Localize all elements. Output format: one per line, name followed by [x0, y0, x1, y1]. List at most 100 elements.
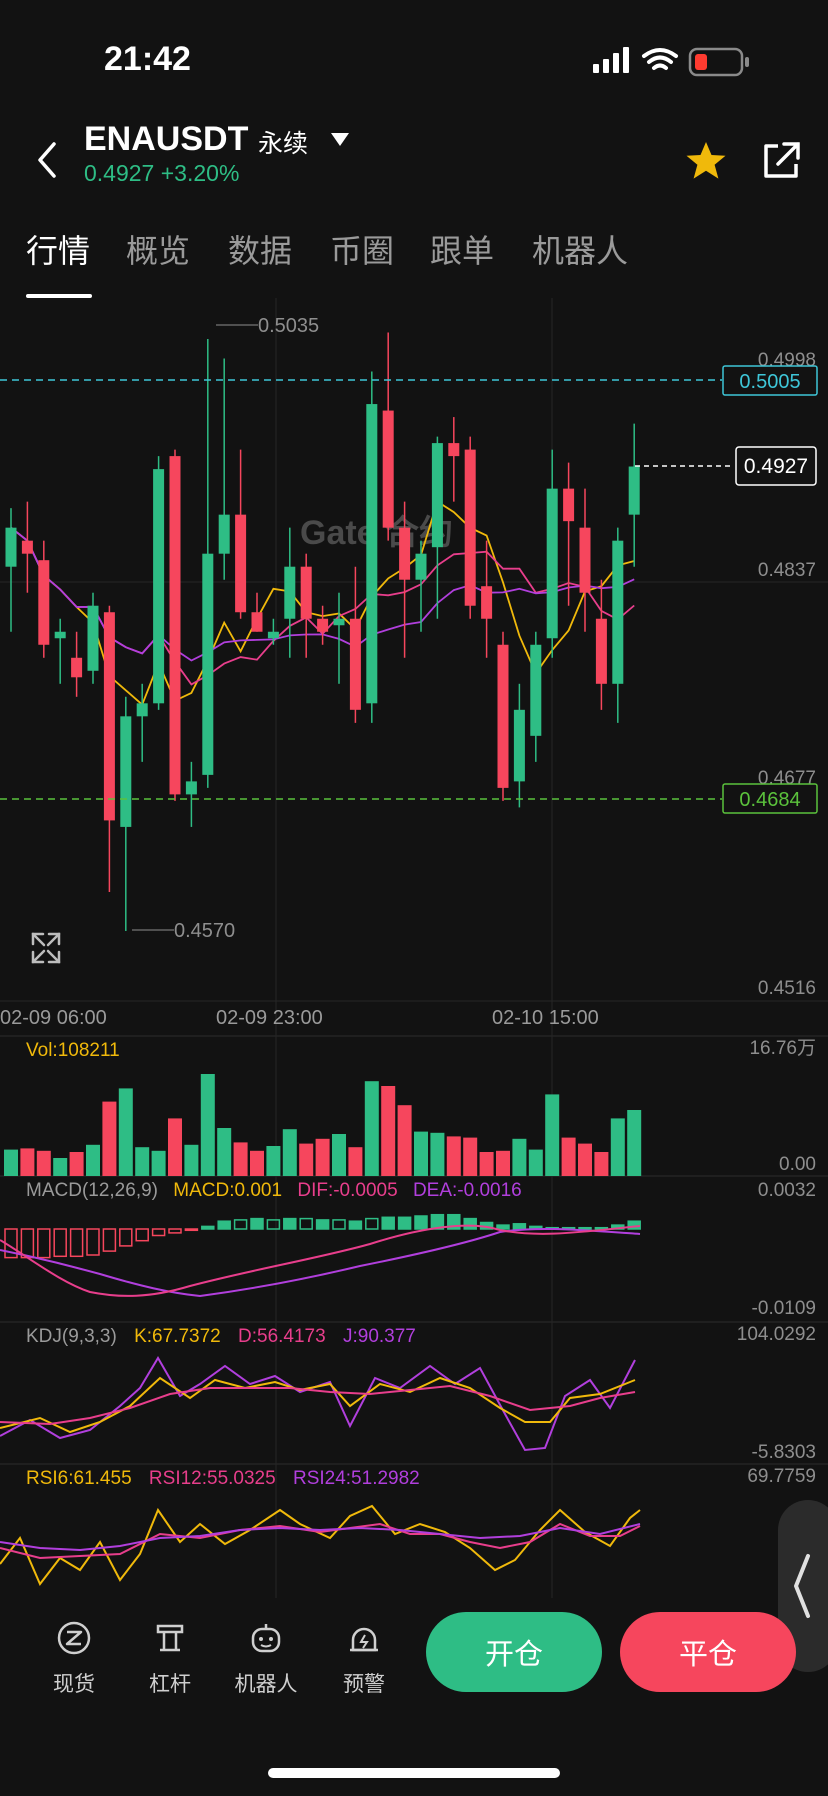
battery-icon: [688, 47, 749, 77]
candle: [579, 527, 591, 593]
price-tag-cyan: [722, 365, 818, 396]
status-icons: [593, 47, 749, 77]
candle: [38, 560, 50, 645]
macd-dif-line: [0, 1224, 641, 1297]
price-tag-cyan-text: 0.5005: [739, 371, 800, 393]
tab-crypto-circle[interactable]: 币圈: [330, 233, 395, 269]
macd-legend: MACD(12,26,9) MACD:0.001 DIF:-0.0005 DEA…: [26, 1180, 522, 1201]
macd-bar: [463, 1217, 477, 1230]
macd-bar: [578, 1226, 592, 1230]
candle: [136, 703, 148, 717]
candles: [5, 332, 640, 931]
candle: [235, 514, 247, 613]
candle: [284, 566, 296, 619]
kline-chart[interactable]: Gate 合约 0.4998 0.4837 0.4677 0.4516 0.50…: [0, 298, 828, 1598]
candle: [251, 612, 263, 632]
macd-bar: [119, 1228, 133, 1247]
chevron-left-icon: [794, 1554, 810, 1618]
macd-dif: DIF:-0.0005: [297, 1180, 397, 1201]
header-price: 0.4927 +3.20%: [84, 160, 239, 187]
volume-bar: [561, 1137, 576, 1176]
volume-min-label: 0.00: [779, 1154, 816, 1175]
volume-bar: [446, 1136, 461, 1176]
kdj-min-label: -5.8303: [752, 1442, 816, 1463]
macd-min-label: -0.0109: [752, 1298, 816, 1319]
rsi24: RSI24:51.2982: [293, 1468, 420, 1489]
macd-bar: [102, 1228, 117, 1252]
back-icon[interactable]: [34, 140, 60, 180]
nav-leverage[interactable]: 杠杆: [130, 1620, 210, 1698]
candle: [153, 469, 165, 704]
time-axis-label: 02-09 23:00: [216, 1007, 323, 1029]
volume-bar: [4, 1149, 18, 1176]
macd-bar: [20, 1228, 35, 1259]
volume-bar: [233, 1142, 248, 1176]
macd-bar: [250, 1217, 264, 1230]
tab-copy-trading[interactable]: 跟单: [430, 233, 495, 269]
share-icon[interactable]: [760, 140, 802, 182]
macd-bar: [37, 1228, 51, 1259]
volume-bar: [430, 1132, 445, 1176]
nav-spot[interactable]: 现货: [34, 1620, 114, 1698]
macd-bar: [151, 1228, 166, 1237]
favorite-star-icon[interactable]: [684, 140, 728, 182]
candle: [595, 618, 607, 684]
tab-market[interactable]: 行情: [26, 233, 91, 269]
contract-type[interactable]: 永续: [258, 130, 309, 158]
symbol-title[interactable]: ENAUSDT: [84, 120, 249, 158]
volume-bar: [102, 1101, 117, 1176]
volume-bar: [282, 1129, 297, 1176]
volume-bar: [135, 1147, 150, 1176]
candle: [71, 657, 83, 678]
nav-leverage-label: 杠杆: [149, 1673, 191, 1696]
tab-bot[interactable]: 机器人: [532, 233, 629, 269]
candle: [349, 618, 361, 710]
nav-robot-label: 机器人: [234, 1673, 298, 1696]
candle: [87, 605, 99, 671]
candle: [612, 540, 624, 684]
fullscreen-icon[interactable]: [31, 932, 61, 964]
macd-bar: [332, 1219, 346, 1230]
open-position-button[interactable]: 开仓: [426, 1612, 602, 1692]
rsi6-line: [0, 1504, 641, 1586]
leverage-icon: [156, 1624, 184, 1652]
status-time: 21:42: [104, 40, 191, 78]
volume-bar: [512, 1138, 527, 1176]
tab-data[interactable]: 数据: [228, 233, 293, 269]
home-indicator: [268, 1768, 560, 1778]
close-position-button[interactable]: 平仓: [620, 1612, 796, 1692]
kdj-params: KDJ(9,3,3): [26, 1326, 117, 1347]
nav-robot[interactable]: 机器人: [226, 1620, 306, 1698]
time-axis-label: 02-09 06:00: [0, 1007, 107, 1029]
macd-bar: [414, 1215, 428, 1230]
macd-bar: [496, 1224, 510, 1230]
price-axis-label: 0.4837: [758, 560, 816, 581]
volume-bar: [69, 1152, 84, 1176]
robot-icon: [251, 1624, 281, 1653]
rsi-legend: RSI6:61.455 RSI12:55.0325 RSI24:51.2982: [26, 1468, 420, 1489]
nav-spot-label: 现货: [53, 1673, 95, 1696]
low-annotation: 0.4570: [174, 920, 235, 942]
dropdown-caret-icon[interactable]: [330, 132, 350, 148]
volume-bar: [397, 1105, 412, 1176]
nav-alarm[interactable]: 预警: [324, 1620, 404, 1698]
tab-overview[interactable]: 概览: [126, 233, 191, 269]
volume-bar: [364, 1081, 379, 1176]
high-annotation: 0.5035: [258, 315, 319, 337]
volume-bar: [266, 1146, 281, 1176]
volume-bar: [545, 1094, 560, 1176]
macd-bar: [348, 1220, 363, 1230]
cellular-icon: [593, 47, 629, 73]
candle: [54, 631, 66, 639]
kdj-legend: KDJ(9,3,3) K:67.7372 D:56.4173 J:90.377: [26, 1326, 416, 1347]
volume-bar: [414, 1131, 428, 1176]
rsi6: RSI6:61.455: [26, 1468, 132, 1489]
price-axis-label: 0.4516: [758, 978, 816, 999]
volume-bar: [168, 1118, 182, 1176]
market-tabs: 行情 概览 数据 币圈 跟单 机器人: [0, 226, 828, 298]
price-tag-green: [722, 783, 818, 814]
candle: [464, 449, 476, 606]
macd-bar: [365, 1217, 379, 1230]
macd-dea-line: [0, 1227, 641, 1298]
volume-bar: [381, 1086, 396, 1176]
